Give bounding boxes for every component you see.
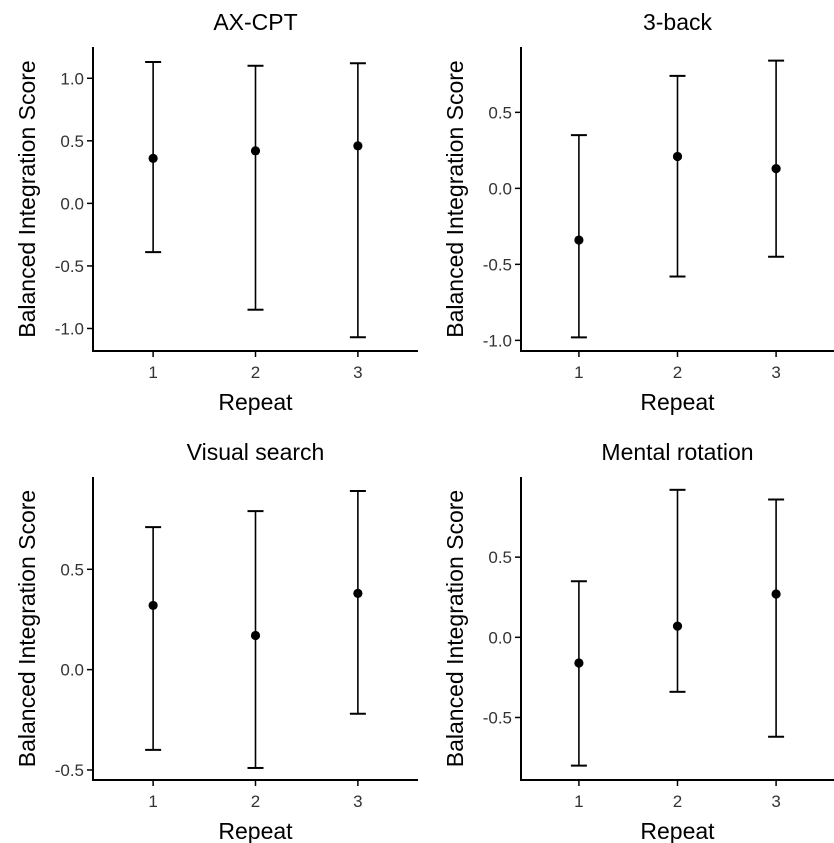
x-tick-label: 1 — [574, 792, 583, 811]
y-axis-label: Balanced Integration Score — [442, 60, 468, 337]
y-tick-label: -0.5 — [55, 761, 84, 780]
y-tick-label: -0.5 — [483, 708, 512, 727]
x-axis-label: Repeat — [218, 389, 293, 415]
x-tick-label: 1 — [574, 363, 583, 382]
y-tick-label: -0.5 — [55, 257, 84, 276]
mean-point — [672, 621, 683, 631]
panel-1: AX-CPT -1.0 -0.5 0.0 0.5 1.0 1 2 3 Repeat Balanced… — [14, 9, 418, 415]
y-tick-label: 0.5 — [60, 132, 84, 151]
y-tick-label: -1.0 — [483, 331, 512, 350]
panel-2: 3-back -1.0 -0.5 0.0 0.5 1 2 3 Repeat Balanced In… — [442, 9, 834, 415]
y-tick-label: 0.0 — [488, 179, 512, 198]
mean-point — [250, 630, 261, 641]
y-tick-label: -1.0 — [55, 319, 84, 338]
x-tick-label: 2 — [673, 792, 682, 811]
panel-title: Mental rotation — [601, 439, 753, 465]
y-tick-label: -0.5 — [483, 255, 512, 274]
mean-point — [771, 589, 781, 599]
y-tick-label: 1.0 — [60, 69, 84, 88]
x-tick-label: 1 — [148, 792, 157, 811]
x-tick-label: 3 — [771, 792, 780, 811]
x-tick-label: 2 — [251, 792, 260, 811]
panel-4: Mental rotation -0.5 0.0 0.5 1 2 3 Repeat Balanc… — [442, 439, 834, 843]
y-tick-label: 0.5 — [488, 103, 512, 122]
panel-3: Visual search -0.5 0.0 0.5 1 2 3 Repeat Balanced… — [14, 439, 418, 843]
panel-title: AX-CPT — [213, 9, 297, 35]
x-tick-label: 3 — [353, 363, 362, 382]
x-axis-label: Repeat — [640, 389, 715, 415]
y-tick-label: 0.5 — [60, 560, 84, 579]
x-tick-label: 2 — [673, 363, 682, 382]
y-axis-label: Balanced Integration Score — [14, 60, 40, 337]
y-tick-label: 0.0 — [60, 661, 84, 680]
panel-title: 3-back — [643, 9, 713, 35]
mean-point — [574, 658, 584, 668]
y-tick-label: 0.5 — [488, 548, 512, 567]
x-axis-label: Repeat — [640, 818, 715, 843]
mean-point — [148, 153, 158, 163]
y-axis-label: Balanced Integration Score — [14, 490, 40, 767]
x-tick-label: 2 — [251, 363, 260, 382]
x-tick-label: 3 — [771, 363, 780, 382]
x-tick-label: 3 — [353, 792, 362, 811]
panel-title: Visual search — [187, 439, 325, 465]
y-axis-label: Balanced Integration Score — [442, 490, 468, 767]
mean-point — [574, 235, 584, 245]
mean-point — [672, 151, 683, 162]
mean-point — [250, 146, 261, 156]
mean-point — [353, 588, 363, 598]
y-tick-label: 0.0 — [488, 628, 512, 647]
y-tick-label: 0.0 — [60, 194, 84, 213]
x-tick-label: 1 — [148, 363, 157, 382]
x-axis-label: Repeat — [218, 818, 293, 843]
mean-point — [353, 141, 363, 151]
mean-point — [148, 600, 158, 611]
mean-point — [771, 164, 781, 174]
